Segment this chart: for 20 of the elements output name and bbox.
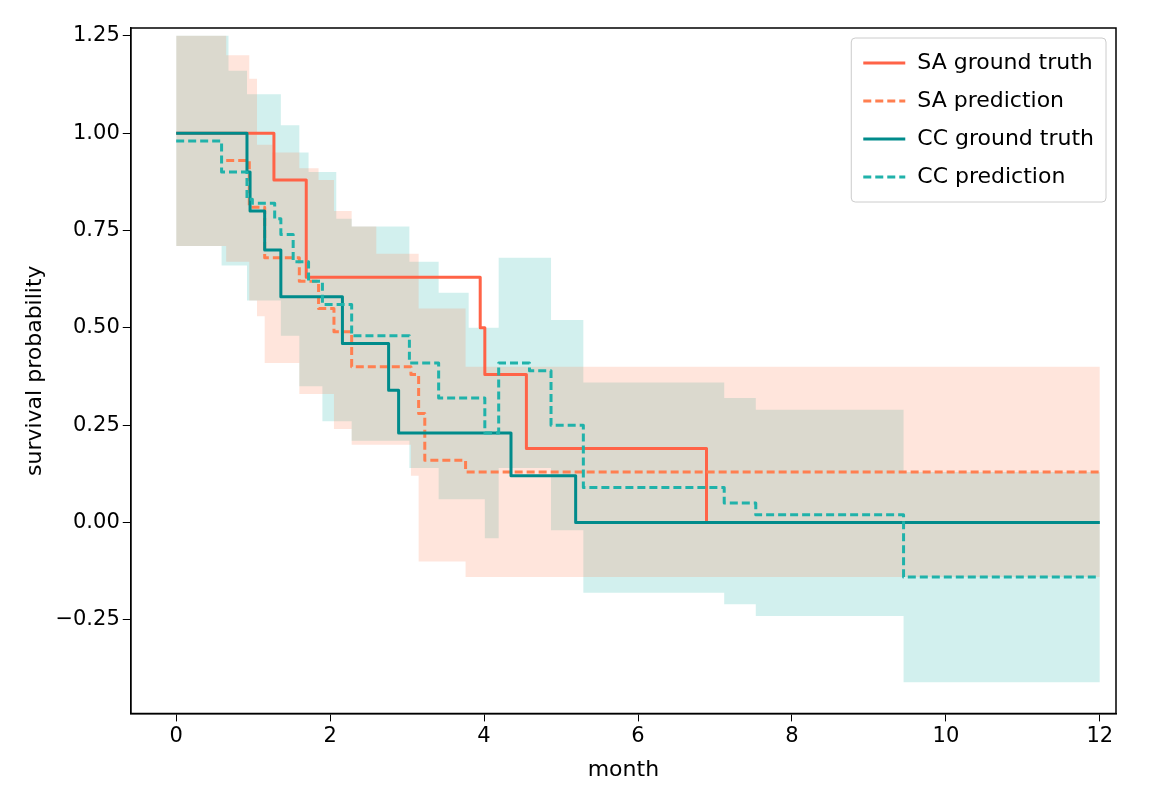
y-tick-label: 0.25 [72,411,120,436]
x-tick-label: 12 [1086,723,1114,748]
y-tick-label: 0.50 [72,314,120,339]
y-tick-label: 1.00 [72,119,120,144]
x-axis-title: month [587,755,660,781]
y-tick-label: 0.00 [72,509,120,534]
y-tick-label: 0.75 [72,216,120,241]
x-tick-label: 0 [169,723,183,748]
x-tick-label: 10 [932,723,960,748]
legend-label: SA ground truth [917,48,1093,74]
x-tick-label: 4 [477,723,491,748]
x-tick-label: 8 [785,723,799,748]
y-axis-title: survival probability [20,265,46,476]
x-tick-label: 2 [323,723,337,748]
legend-label: CC ground truth [917,124,1094,150]
y-tick-label: 1.25 [72,22,120,47]
y-tick-label: −0.25 [55,606,120,631]
legend-label: SA prediction [917,86,1065,112]
legend-label: CC prediction [917,162,1066,188]
x-tick-label: 6 [631,723,645,748]
